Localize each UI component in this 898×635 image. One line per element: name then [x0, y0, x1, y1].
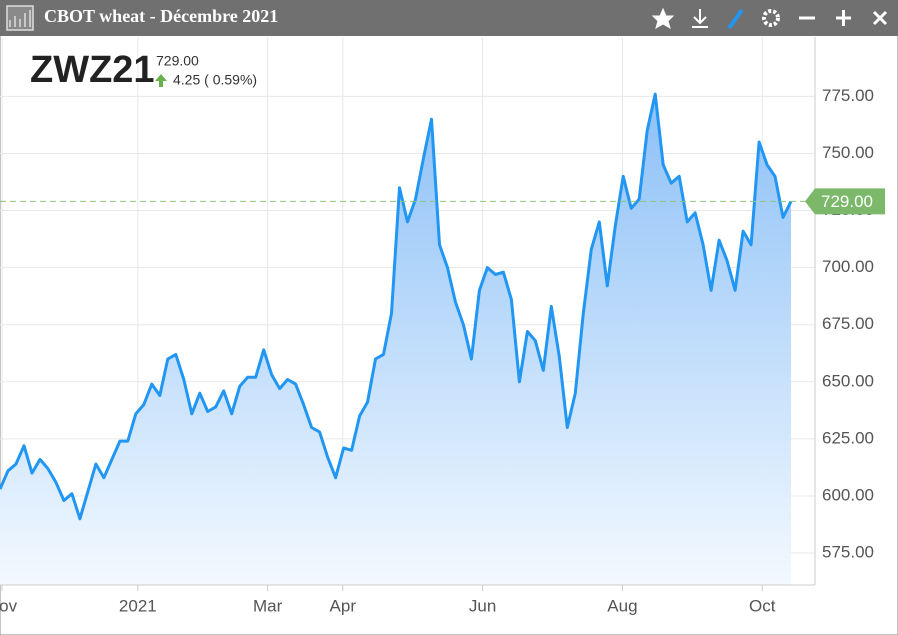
symbol: ZWZ21: [30, 49, 155, 91]
window-title: CBOT wheat - Décembre 2021: [44, 6, 278, 26]
last-price-tag: [805, 188, 885, 215]
price-line: [0, 92, 793, 521]
x-tick-label: Mar: [253, 596, 283, 615]
x-tick-label: 2021: [119, 596, 157, 615]
app-icon: [6, 5, 34, 31]
toolbar: [651, 7, 888, 30]
title-bar: [0, 0, 898, 36]
price-change: 4.25 ( 0.59%): [173, 72, 257, 88]
x-tick-label: Jun: [469, 596, 496, 615]
last-price-label: 729.00: [821, 192, 873, 211]
settings-button[interactable]: [762, 9, 780, 27]
y-tick-label: 775.00: [822, 86, 874, 105]
favorite-button[interactable]: [651, 7, 675, 30]
y-tick-label: 700.00: [822, 257, 874, 276]
x-tick-label: Oct: [749, 596, 776, 615]
maximize-button[interactable]: [836, 10, 851, 26]
price: 729.00: [156, 53, 199, 69]
y-tick-label: 750.00: [822, 143, 874, 162]
draw-button[interactable]: [727, 8, 744, 30]
area-fill: [0, 94, 792, 585]
x-tick-label: Aug: [607, 596, 637, 615]
close-button[interactable]: [872, 10, 888, 26]
x-tick-label: Nov: [0, 596, 18, 615]
y-tick-label: 650.00: [822, 371, 874, 390]
y-tick-label: 575.00: [822, 543, 874, 562]
x-tick-label: Apr: [330, 596, 357, 615]
y-tick-label: 600.00: [822, 485, 874, 504]
plot-area: [0, 37, 815, 585]
download-button[interactable]: [692, 9, 708, 28]
up-arrow: [155, 74, 167, 87]
y-tick-label: 675.00: [822, 314, 874, 333]
y-tick-label: 625.00: [822, 428, 874, 447]
